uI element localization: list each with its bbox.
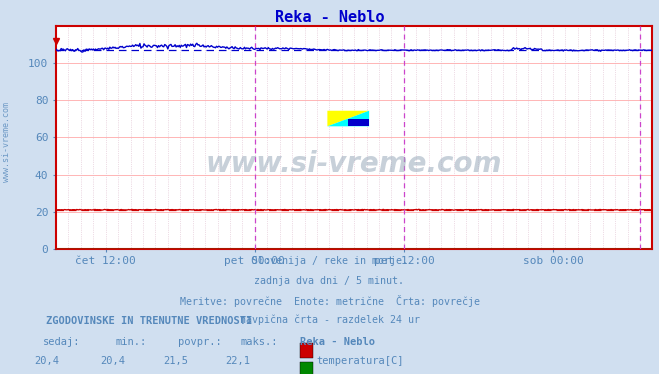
Text: sedaj:: sedaj: [43,337,80,347]
Text: www.si-vreme.com: www.si-vreme.com [2,102,11,182]
Bar [348,119,369,126]
Text: 20,4: 20,4 [100,356,125,366]
Text: Reka - Neblo: Reka - Neblo [300,337,375,347]
Text: navpična črta - razdelek 24 ur: navpična črta - razdelek 24 ur [239,315,420,325]
Text: 22,1: 22,1 [225,356,250,366]
Text: Reka - Neblo: Reka - Neblo [275,10,384,25]
Text: zadnja dva dni / 5 minut.: zadnja dva dni / 5 minut. [254,276,405,286]
Text: povpr.:: povpr.: [178,337,221,347]
Text: 21,5: 21,5 [163,356,188,366]
Text: 20,4: 20,4 [34,356,59,366]
Text: Slovenija / reke in morje.: Slovenija / reke in morje. [252,256,407,266]
Polygon shape [328,111,369,126]
Text: maks.:: maks.: [241,337,278,347]
Text: Meritve: povrečne  Enote: metrične  Črta: povrečje: Meritve: povrečne Enote: metrične Črta: … [179,295,480,307]
Text: min.:: min.: [115,337,146,347]
Text: www.si-vreme.com: www.si-vreme.com [206,150,502,178]
Text: temperatura[C]: temperatura[C] [316,356,404,366]
Text: ZGODOVINSKE IN TRENUTNE VREDNOSTI: ZGODOVINSKE IN TRENUTNE VREDNOSTI [46,316,252,326]
Polygon shape [328,111,369,126]
